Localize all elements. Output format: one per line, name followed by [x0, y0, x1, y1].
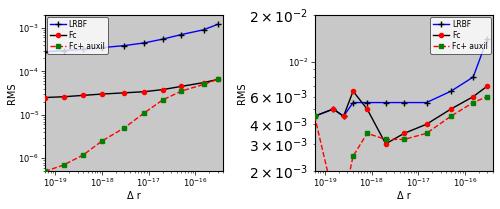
Y-axis label: RMS: RMS [7, 82, 17, 104]
Fc [312, 115, 318, 117]
LRBF [80, 48, 86, 51]
LRBF [121, 44, 127, 47]
LRBF [382, 101, 388, 104]
X-axis label: Δ r: Δ r [128, 191, 141, 201]
Fc [448, 108, 454, 110]
X-axis label: Δ r: Δ r [397, 191, 410, 201]
LRBF [470, 76, 476, 78]
Fc [200, 81, 206, 84]
Fc [80, 94, 86, 97]
LRBF [364, 101, 370, 104]
Fc [42, 96, 48, 99]
Legend: LRBF, Fc, Fc+ auxil: LRBF, Fc, Fc+ auxil [48, 17, 108, 54]
Fc+ auxil [312, 115, 318, 117]
LRBF [99, 46, 105, 49]
LRBF [424, 101, 430, 104]
Fc [330, 108, 336, 110]
Fc+ auxil [214, 78, 220, 81]
Line: LRBF: LRBF [42, 22, 220, 55]
Fc+ auxil [121, 127, 127, 129]
Fc [141, 90, 147, 93]
Line: LRBF: LRBF [312, 36, 490, 119]
Fc+ auxil [60, 164, 66, 166]
LRBF [178, 33, 184, 36]
LRBF [42, 51, 48, 53]
LRBF [330, 108, 336, 110]
Fc [484, 85, 490, 87]
LRBF [402, 101, 407, 104]
Line: Fc: Fc [312, 84, 490, 146]
Fc+ auxil [402, 138, 407, 141]
LRBF [448, 90, 454, 92]
Line: Fc+ auxil: Fc+ auxil [43, 77, 220, 173]
Fc+ auxil [448, 115, 454, 117]
Fc+ auxil [99, 140, 105, 142]
Fc+ auxil [382, 138, 388, 141]
Fc [178, 85, 184, 88]
Line: Fc: Fc [43, 77, 220, 99]
Fc [340, 115, 346, 117]
Fc [160, 88, 166, 91]
LRBF [160, 38, 166, 40]
Fc+ auxil [330, 194, 336, 197]
Fc+ auxil [364, 132, 370, 135]
LRBF [312, 115, 318, 117]
Fc [350, 90, 356, 92]
Fc+ auxil [350, 155, 356, 157]
Fc+ auxil [484, 95, 490, 98]
LRBF [484, 38, 490, 40]
LRBF [60, 49, 66, 52]
LRBF [350, 101, 356, 104]
Fc [121, 92, 127, 94]
LRBF [141, 42, 147, 44]
Y-axis label: RMS: RMS [238, 82, 248, 104]
Line: Fc+ auxil: Fc+ auxil [312, 94, 490, 203]
Fc [470, 95, 476, 98]
Fc [382, 143, 388, 145]
Fc [364, 108, 370, 110]
Fc [402, 132, 407, 135]
Fc+ auxil [200, 83, 206, 86]
Fc+ auxil [141, 112, 147, 114]
Legend: LRBF, Fc, Fc+ auxil: LRBF, Fc, Fc+ auxil [430, 17, 491, 54]
LRBF [214, 23, 220, 26]
Fc+ auxil [160, 99, 166, 101]
Fc+ auxil [340, 199, 346, 202]
Fc+ auxil [424, 132, 430, 135]
LRBF [340, 115, 346, 117]
Fc [99, 93, 105, 95]
Fc+ auxil [80, 154, 86, 156]
LRBF [200, 29, 206, 31]
Fc+ auxil [470, 101, 476, 104]
Fc [424, 123, 430, 125]
Fc [214, 78, 220, 81]
Fc+ auxil [42, 170, 48, 173]
Fc [60, 96, 66, 98]
Fc+ auxil [178, 90, 184, 92]
